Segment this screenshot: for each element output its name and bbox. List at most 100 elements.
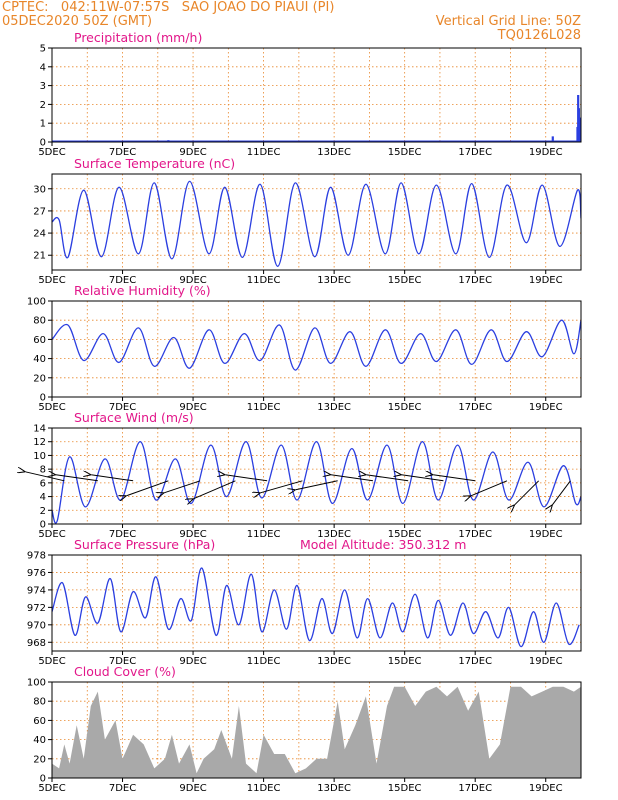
y-tick-label: 5 (40, 44, 46, 55)
station-info: CPTEC: 042:11W-07:57S SAO JOAO DO PIAUI … (2, 0, 335, 15)
run-datetime: 05DEC2020 50Z (GMT) (2, 14, 153, 29)
x-tick-label: 7DEC (109, 783, 136, 794)
series-line (52, 567, 580, 648)
x-tick-label: 9DEC (179, 783, 206, 794)
y-tick-label: 20 (33, 373, 46, 384)
x-tick-label: 15DEC (388, 402, 422, 413)
wind-vector (260, 480, 303, 493)
model-id: TQ0126L028 (497, 28, 581, 43)
x-tick-label: 5DEC (38, 656, 65, 667)
y-tick-label: 2 (40, 506, 46, 517)
y-tick-label: 60 (33, 716, 46, 727)
wind-vector (164, 480, 201, 493)
x-tick-label: 7DEC (109, 275, 136, 286)
y-tick-label: 0 (40, 774, 46, 785)
temperature-panel: 21 24 27 30 5DEC 7DEC 9DEC 11DEC 13DEC 15DEC 17DEC… (33, 156, 582, 286)
wind-panel: 0 2 4 6 8 10 12 14 5DEC 7DEC 9DEC 11DEC 13DEC 15DEC 17… (25, 410, 582, 540)
x-tick-label: 17DEC (458, 275, 492, 286)
x-tick-label: 11DEC (247, 275, 281, 286)
humidity-panel: 0 20 40 60 80 100 5DEC 7DEC 9DEC 11DEC 13DEC 15DEC 1… (27, 283, 582, 413)
precipitation-panel: 0 1 2 3 4 5 5DEC 7DEC 9DEC 11DEC 13DEC 15DEC 17DEC 19… (38, 30, 582, 158)
x-tick-label: 9DEC (179, 656, 206, 667)
y-tick-label: 40 (33, 354, 46, 365)
y-tick-label: 100 (27, 678, 46, 689)
x-tick-label: 15DEC (388, 147, 422, 158)
pressure-title: Surface Pressure (hPa) (74, 537, 215, 552)
x-tick-label: 13DEC (317, 656, 351, 667)
wind-vector (366, 475, 409, 482)
wind-vector (331, 475, 373, 482)
cloud-cover-panel: 0 20 40 60 80 100 5DEC 7DEC 9DEC 11DEC 13DEC 15DEC 1… (27, 664, 582, 794)
y-tick-label: 0 (40, 393, 46, 404)
y-tick-label: 0 (40, 520, 46, 531)
x-tick-label: 17DEC (458, 656, 492, 667)
x-tick-label: 5DEC (38, 783, 65, 794)
y-tick-label: 970 (27, 620, 46, 631)
x-tick-label: 7DEC (109, 147, 136, 158)
x-tick-label: 11DEC (247, 783, 281, 794)
x-tick-label: 19DEC (529, 656, 563, 667)
y-tick-label: 80 (33, 316, 46, 327)
y-tick-label: 40 (33, 735, 46, 746)
wind-vector (401, 475, 444, 482)
x-tick-label: 17DEC (458, 529, 492, 540)
y-tick-label: 10 (33, 451, 46, 462)
wind-vector (225, 475, 268, 482)
temperature-title: Surface Temperature (nC) (74, 156, 235, 171)
precipitation-title: Precipitation (mm/h) (74, 30, 202, 45)
wind-vector (25, 472, 65, 482)
x-tick-label: 9DEC (179, 147, 206, 158)
y-tick-label: 978 (27, 551, 46, 562)
y-tick-label: 6 (40, 478, 46, 489)
y-tick-label: 2 (40, 100, 46, 111)
x-tick-label: 17DEC (458, 147, 492, 158)
y-tick-label: 100 (27, 297, 46, 308)
x-tick-label: 15DEC (388, 275, 422, 286)
y-tick-label: 24 (33, 229, 46, 240)
x-tick-label: 15DEC (388, 656, 422, 667)
precip-bar (579, 123, 582, 142)
series-line (52, 319, 581, 371)
wind-vector (515, 480, 540, 505)
y-tick-label: 8 (40, 465, 46, 476)
model-altitude: Model Altitude: 350.312 m (300, 537, 466, 552)
wind-vector (552, 480, 571, 505)
wind-vector (193, 480, 236, 499)
x-tick-label: 15DEC (388, 783, 422, 794)
x-tick-label: 11DEC (247, 529, 281, 540)
y-tick-label: 4 (40, 492, 46, 503)
x-tick-label: 19DEC (529, 275, 563, 286)
x-tick-label: 19DEC (529, 529, 563, 540)
grid-line-info: Vertical Grid Line: 50Z (435, 14, 581, 29)
wind-vector (471, 480, 508, 496)
plot-frame (51, 47, 582, 143)
y-tick-label: 21 (33, 251, 46, 262)
x-tick-label: 13DEC (317, 402, 351, 413)
wind-vector (296, 480, 338, 490)
humidity-title: Relative Humidity (%) (74, 283, 211, 298)
x-tick-label: 11DEC (247, 656, 281, 667)
pressure-panel: 968 970 972 974 976 978 5DEC 7DEC 9DEC 11DEC 13DEC… (27, 537, 582, 667)
plot-frame (51, 300, 582, 398)
x-tick-label: 9DEC (179, 529, 206, 540)
plot-frame (51, 554, 582, 652)
y-tick-label: 0 (40, 138, 46, 149)
series-line (52, 441, 581, 524)
x-tick-label: 7DEC (109, 402, 136, 413)
y-tick-label: 27 (33, 206, 46, 217)
x-tick-label: 13DEC (317, 783, 351, 794)
y-tick-label: 968 (27, 638, 46, 649)
x-tick-label: 17DEC (458, 783, 492, 794)
x-tick-label: 15DEC (388, 529, 422, 540)
x-tick-label: 9DEC (179, 275, 206, 286)
y-tick-label: 976 (27, 568, 46, 579)
cloud-cover-title: Cloud Cover (%) (74, 664, 176, 679)
wind-vector (91, 475, 134, 482)
cloud-cover-area (52, 686, 581, 778)
x-tick-label: 19DEC (529, 402, 563, 413)
x-tick-label: 13DEC (317, 147, 351, 158)
x-tick-label: 19DEC (529, 783, 563, 794)
plot-frame (51, 173, 582, 271)
y-tick-label: 14 (33, 424, 46, 435)
